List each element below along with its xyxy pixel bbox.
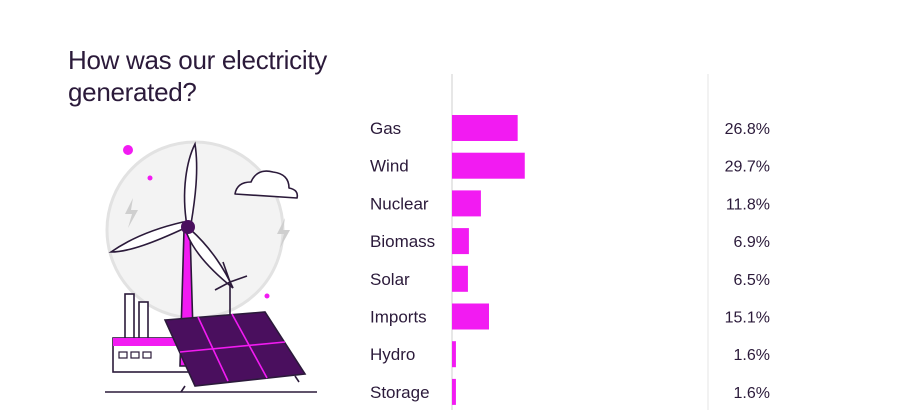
value-label: 26.8% xyxy=(725,121,770,138)
value-label: 1.6% xyxy=(734,347,770,364)
energy-illustration xyxy=(105,140,317,393)
category-label: Nuclear xyxy=(370,194,429,213)
lightning-icon xyxy=(125,198,138,228)
value-label: 6.9% xyxy=(734,234,770,251)
bar-gas xyxy=(452,115,518,141)
turbine-hub xyxy=(181,220,195,234)
category-label: Storage xyxy=(370,383,430,402)
value-label: 29.7% xyxy=(725,159,770,176)
value-label: 11.8% xyxy=(726,196,770,213)
factory-stripe xyxy=(113,338,189,346)
category-label: Biomass xyxy=(370,232,435,251)
category-label: Wind xyxy=(370,157,409,176)
value-label: 6.5% xyxy=(734,272,770,289)
pink-dot-icon xyxy=(264,293,270,299)
category-label: Solar xyxy=(370,270,410,289)
category-label: Gas xyxy=(370,119,401,138)
pink-dot-icon xyxy=(123,145,133,155)
turbine-blade xyxy=(108,221,186,253)
bar-biomass xyxy=(452,228,469,255)
bar-nuclear xyxy=(452,190,481,217)
chart-title: How was our electricity generated? xyxy=(68,45,327,107)
value-label: 15.1% xyxy=(725,310,770,327)
bar-storage xyxy=(452,378,456,405)
cloud-icon xyxy=(234,170,299,199)
turbine-blade xyxy=(186,228,234,289)
bar-imports xyxy=(452,303,489,330)
value-label: 1.6% xyxy=(734,385,770,402)
lightning-icon xyxy=(277,218,290,248)
category-label: Imports xyxy=(370,308,427,327)
bar-solar xyxy=(452,265,468,292)
turbine-blade xyxy=(183,141,198,228)
category-label: Hydro xyxy=(370,345,415,364)
pink-dot-icon xyxy=(147,175,153,181)
bar-wind xyxy=(452,152,525,179)
bar-hydro xyxy=(452,341,456,368)
